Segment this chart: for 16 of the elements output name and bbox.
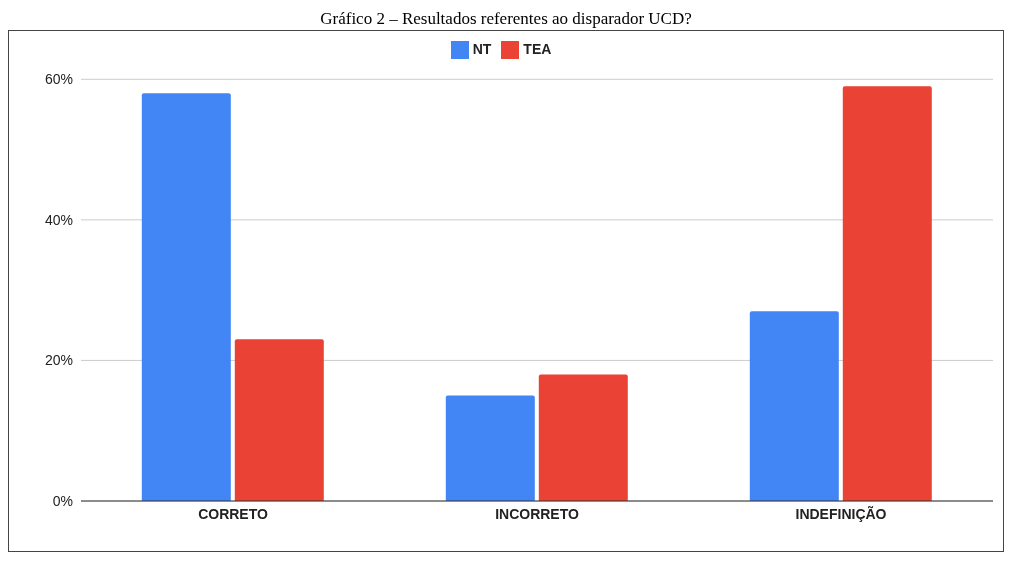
bar — [234, 339, 324, 501]
legend-label: NT — [472, 41, 492, 57]
bar — [445, 395, 535, 501]
bar — [842, 86, 932, 501]
bar — [141, 93, 231, 501]
y-tick-label: 40% — [44, 211, 73, 228]
x-tick-label: INDEFINIÇÃO — [795, 504, 887, 522]
chart-title: Gráfico 2 – Resultados referentes ao disparador UCD? — [319, 8, 693, 30]
bar — [749, 311, 839, 501]
y-tick-label: 60% — [44, 71, 73, 88]
y-tick-label: 0% — [52, 492, 73, 509]
bar — [538, 374, 628, 501]
x-tick-label: CORRETO — [198, 505, 268, 522]
legend-label: TEA — [523, 41, 552, 57]
y-tick-label: 20% — [44, 352, 73, 369]
x-tick-label: INCORRETO — [495, 505, 579, 522]
